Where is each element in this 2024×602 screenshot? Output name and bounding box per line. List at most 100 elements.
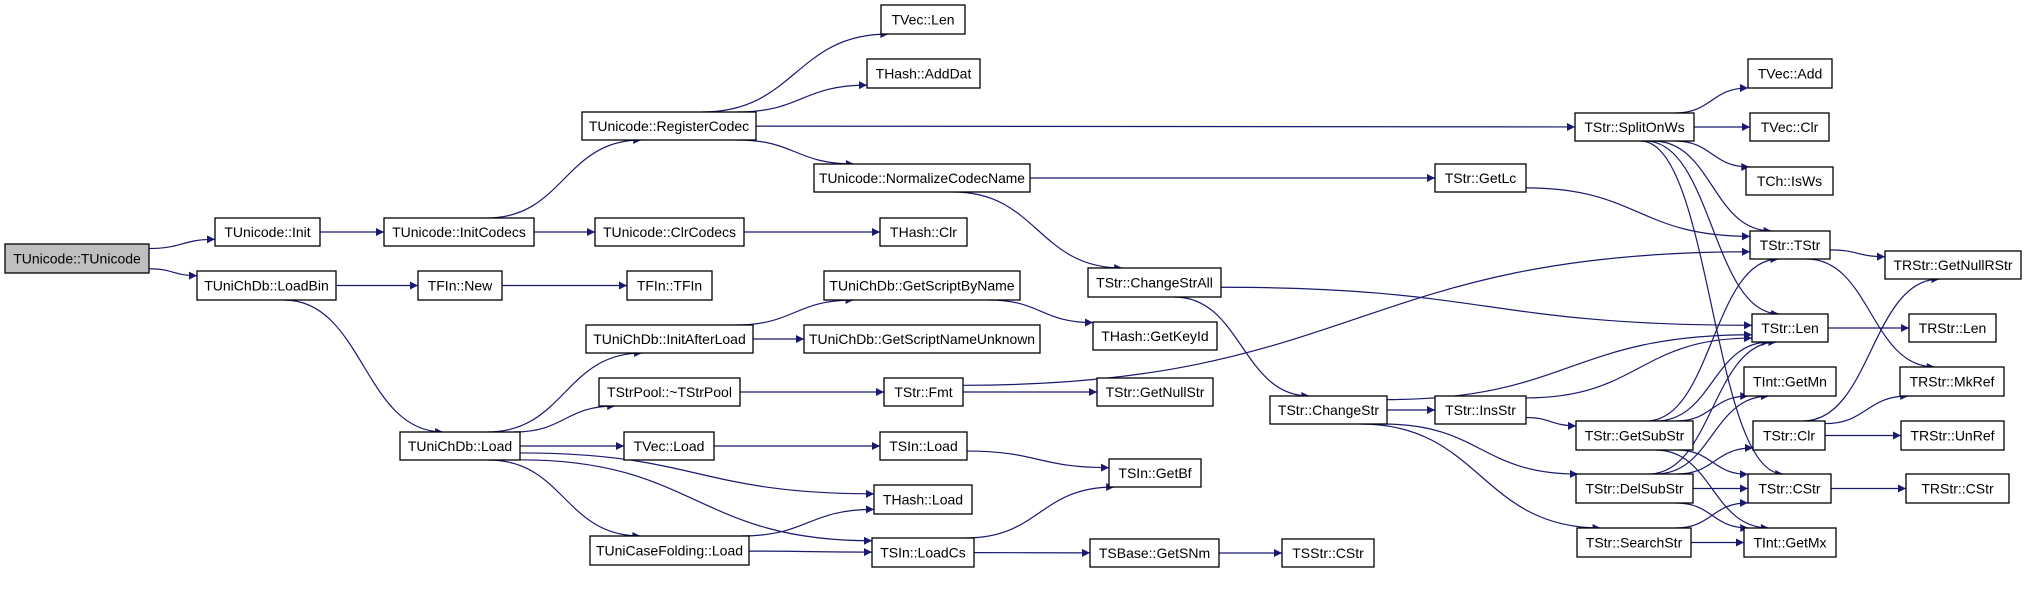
node-label: TUniChDb::InitAfterLoad xyxy=(593,331,746,347)
node-label: TStr::DelSubStr xyxy=(1585,481,1683,497)
node-label: TStr::TStr xyxy=(1760,237,1821,253)
node-trstr-getnullrstr[interactable]: TRStr::GetNullRStr xyxy=(1884,250,2022,280)
node-tstr-clr[interactable]: TStr::Clr xyxy=(1752,420,1826,451)
node-tunicode-initcodecs[interactable]: TUnicode::InitCodecs xyxy=(383,217,535,247)
node-label: TVec::Load xyxy=(634,438,705,454)
node-box xyxy=(866,58,981,89)
node-box xyxy=(803,324,1041,354)
node-box xyxy=(1269,395,1388,425)
node-label: TStr::CStr xyxy=(1758,481,1821,497)
node-tstr-len[interactable]: TStr::Len xyxy=(1751,313,1829,343)
node-tunicasefolding-load[interactable]: TUniCaseFolding::Load xyxy=(589,535,750,566)
node-tunichdb-initafterload[interactable]: TUniChDb::InitAfterLoad xyxy=(585,324,754,354)
node-tsstr-cstr[interactable]: TSStr::CStr xyxy=(1281,538,1375,568)
node-box xyxy=(623,431,715,461)
node-box xyxy=(196,270,337,301)
node-tint-getmx[interactable]: TInt::GetMx xyxy=(1743,527,1837,558)
node-tvec-load[interactable]: TVec::Load xyxy=(623,431,715,461)
node-tstr-delsubstr[interactable]: TStr::DelSubStr xyxy=(1575,473,1694,504)
node-tunicode-tunicode[interactable]: TUnicode::TUnicode xyxy=(4,243,150,274)
node-tfin-new[interactable]: TFIn::New xyxy=(417,270,503,301)
node-label: THash::AddDat xyxy=(876,66,972,82)
node-label: TRStr::CStr xyxy=(1921,481,1994,497)
node-tunichdb-loadbin[interactable]: TUniChDb::LoadBin xyxy=(196,270,337,301)
node-label: TUnicode::NormalizeCodecName xyxy=(819,170,1025,186)
node-tstr-tstr[interactable]: TStr::TStr xyxy=(1749,230,1831,260)
node-tvec-len[interactable]: TVec::Len xyxy=(880,4,966,35)
node-trstr-len[interactable]: TRStr::Len xyxy=(1908,313,1997,343)
node-tfin-tfin[interactable]: TFIn::TFIn xyxy=(626,270,713,301)
node-tstr-changestr[interactable]: TStr::ChangeStr xyxy=(1269,395,1388,425)
node-trstr-cstr[interactable]: TRStr::CStr xyxy=(1905,473,2010,504)
node-tsin-load[interactable]: TSIn::Load xyxy=(879,431,968,461)
node-box xyxy=(1574,112,1695,142)
node-tunichdb-getscriptbyname[interactable]: TUniChDb::GetScriptByName xyxy=(823,270,1021,301)
node-tstr-getlc[interactable]: TStr::GetLc xyxy=(1434,163,1527,193)
node-label: TUniChDb::Load xyxy=(408,438,512,454)
node-label: TRStr::GetNullRStr xyxy=(1893,257,2012,273)
node-label: THash::GetKeyId xyxy=(1101,328,1208,344)
node-tstr-cstr[interactable]: TStr::CStr xyxy=(1747,473,1832,504)
node-tch-isws[interactable]: TCh::IsWs xyxy=(1745,166,1834,196)
node-tvec-add[interactable]: TVec::Add xyxy=(1747,58,1833,89)
node-label: TSBase::GetSNm xyxy=(1099,545,1210,561)
node-tstr-insstr[interactable]: TStr::InsStr xyxy=(1434,395,1527,425)
node-box xyxy=(879,431,968,461)
node-thash-load[interactable]: THash::Load xyxy=(873,484,973,515)
node-box xyxy=(1092,321,1218,351)
node-box xyxy=(581,111,757,141)
node-box xyxy=(880,4,966,35)
node-tsin-loadcs[interactable]: TSIn::LoadCs xyxy=(871,537,975,568)
node-tvec-clr[interactable]: TVec::Clr xyxy=(1749,112,1830,142)
node-label: TUniCaseFolding::Load xyxy=(596,543,743,559)
node-box xyxy=(1743,527,1837,558)
node-tstr-searchstr[interactable]: TStr::SearchStr xyxy=(1576,527,1692,558)
node-label: THash::Clr xyxy=(890,224,957,240)
node-label: TStr::GetNullStr xyxy=(1106,384,1205,400)
node-tstr-getnullstr[interactable]: TStr::GetNullStr xyxy=(1096,377,1214,407)
node-box xyxy=(594,217,745,247)
edge-tunichdb-initafterload-to-tunichdb-getscriptbyname xyxy=(735,296,854,326)
edge-tstr-splitonws-to-tstr-len xyxy=(1645,140,1780,318)
node-trstr-unref[interactable]: TRStr::UnRef xyxy=(1900,420,2005,451)
node-tunicode-normalizecodecname[interactable]: TUnicode::NormalizeCodecName xyxy=(813,163,1031,193)
edge-tunicode-registercodec-to-tvec-len xyxy=(702,30,889,113)
node-label: TFIn::New xyxy=(428,278,493,294)
node-tstrpool-tstrpool[interactable]: TStrPool::~TStrPool xyxy=(598,377,741,407)
node-tsin-getbf[interactable]: TSIn::GetBf xyxy=(1108,458,1202,488)
node-tunichdb-getscriptnameunknown[interactable]: TUniChDb::GetScriptNameUnknown xyxy=(803,324,1041,354)
node-tsbase-getsnm[interactable]: TSBase::GetSNm xyxy=(1089,538,1220,568)
node-box xyxy=(1884,250,2022,280)
node-box xyxy=(871,537,975,568)
node-box xyxy=(585,324,754,354)
node-trstr-mkref[interactable]: TRStr::MkRef xyxy=(1899,366,2005,397)
node-box xyxy=(873,484,973,515)
node-thash-clr[interactable]: THash::Clr xyxy=(879,217,968,247)
node-tstr-getsubstr[interactable]: TStr::GetSubStr xyxy=(1575,420,1694,451)
node-label: TSIn::GetBf xyxy=(1118,465,1191,481)
node-tunicode-clrcodecs[interactable]: TUnicode::ClrCodecs xyxy=(594,217,745,247)
node-tstr-fmt[interactable]: TStr::Fmt xyxy=(883,377,964,407)
node-box xyxy=(879,217,968,247)
edge-tunichdb-load-to-thash-load xyxy=(519,452,875,498)
node-tunicode-init[interactable]: TUnicode::Init xyxy=(214,217,321,247)
node-box xyxy=(1747,58,1833,89)
edge-tstr-getsubstr-to-tstr-len xyxy=(1655,338,1770,422)
edge-tstr-delsubstr-to-tstr-len xyxy=(1648,338,1777,475)
node-tint-getmn[interactable]: TInt::GetMn xyxy=(1743,366,1837,397)
node-box xyxy=(1752,420,1826,451)
edge-tsin-loadcs-to-tsin-getbf xyxy=(965,483,1115,539)
node-box xyxy=(589,535,750,566)
node-box xyxy=(1749,112,1830,142)
edge-tstr-splitonws-to-tvec-add xyxy=(1675,83,1749,114)
edge-tunicasefolding-load-to-tsin-loadcs xyxy=(748,548,873,557)
node-tunicode-registercodec[interactable]: TUnicode::RegisterCodec xyxy=(581,111,757,141)
node-tunichdb-load[interactable]: TUniChDb::Load xyxy=(399,431,521,461)
edge-tunichdb-loadbin-to-tunichdb-load xyxy=(283,299,444,436)
node-tstr-changestrall[interactable]: TStr::ChangeStrAll xyxy=(1087,267,1222,298)
node-thash-getkeyid[interactable]: THash::GetKeyId xyxy=(1092,321,1218,351)
node-label: TUniChDb::LoadBin xyxy=(204,278,329,294)
node-label: TStr::ChangeStr xyxy=(1278,402,1379,418)
node-thash-adddat[interactable]: THash::AddDat xyxy=(866,58,981,89)
node-tstr-splitonws[interactable]: TStr::SplitOnWs xyxy=(1574,112,1695,142)
